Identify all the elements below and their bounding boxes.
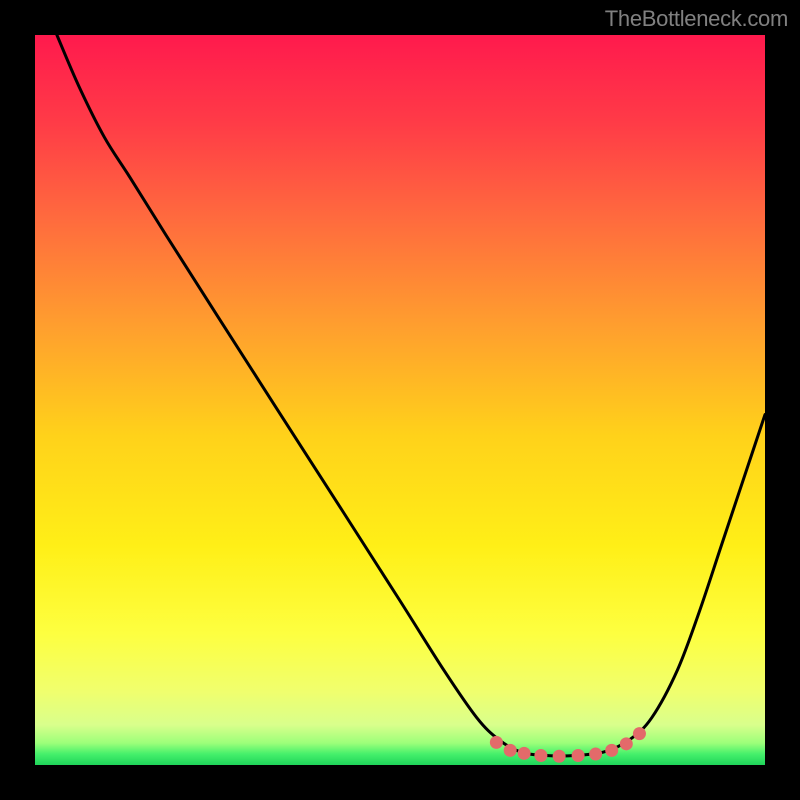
marker-dot <box>534 749 547 762</box>
chart-svg <box>35 35 765 765</box>
chart-container: TheBottleneck.com <box>0 0 800 800</box>
plot-area <box>35 35 765 765</box>
marker-dot <box>504 744 517 757</box>
marker-dot <box>589 748 602 761</box>
marker-dot <box>633 727 646 740</box>
marker-dot <box>553 750 566 763</box>
marker-dot <box>572 749 585 762</box>
marker-dot <box>518 747 531 760</box>
watermark: TheBottleneck.com <box>605 6 788 32</box>
marker-dot <box>620 737 633 750</box>
marker-dot <box>605 744 618 757</box>
marker-dot <box>490 736 503 749</box>
gradient-background <box>35 35 765 765</box>
